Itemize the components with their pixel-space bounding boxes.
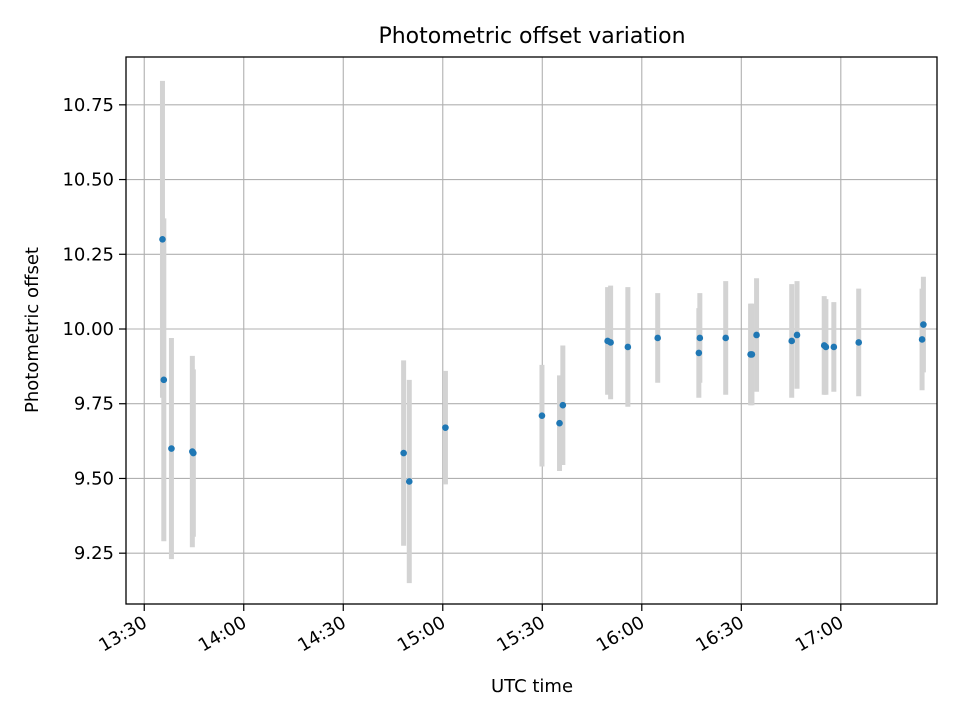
data-point <box>722 334 730 342</box>
data-point <box>190 449 197 457</box>
data-point <box>788 337 796 345</box>
y-tick-label: 10.75 <box>62 95 114 116</box>
data-point <box>753 331 760 339</box>
data-point <box>442 424 449 431</box>
plot-frame <box>125 56 938 605</box>
y-tick-label: 9.75 <box>74 394 114 415</box>
y-tick-label: 10.00 <box>62 319 114 340</box>
data-point <box>159 236 166 243</box>
data-point <box>607 339 614 346</box>
data-point <box>822 343 830 351</box>
data-points <box>159 236 927 485</box>
y-axis-ticks: 9.25 9.50 9.75 10.00 10.25 10.50 10.75 <box>62 95 126 564</box>
data-point <box>624 343 632 351</box>
data-point <box>695 349 703 357</box>
data-point <box>538 412 546 419</box>
x-axis-label: UTC time <box>491 676 573 697</box>
data-point <box>830 343 838 351</box>
data-point <box>918 336 926 343</box>
chart-title: Photometric offset variation <box>378 24 685 49</box>
y-tick-label: 10.50 <box>62 170 114 191</box>
data-point <box>855 339 863 346</box>
data-point <box>556 419 563 427</box>
data-point <box>793 331 801 339</box>
y-tick-label: 9.25 <box>74 543 114 564</box>
y-axis-label: Photometric offset <box>22 247 43 413</box>
data-point <box>400 449 407 457</box>
y-tick-label: 10.25 <box>62 244 114 265</box>
y-tick-label: 9.50 <box>74 468 114 489</box>
data-point <box>654 334 662 342</box>
data-point <box>168 445 175 452</box>
data-point <box>696 334 704 342</box>
data-point <box>920 321 927 328</box>
data-point <box>405 478 413 485</box>
data-point <box>160 376 168 384</box>
data-point <box>748 351 756 358</box>
data-point <box>559 401 567 409</box>
grid <box>126 57 937 604</box>
